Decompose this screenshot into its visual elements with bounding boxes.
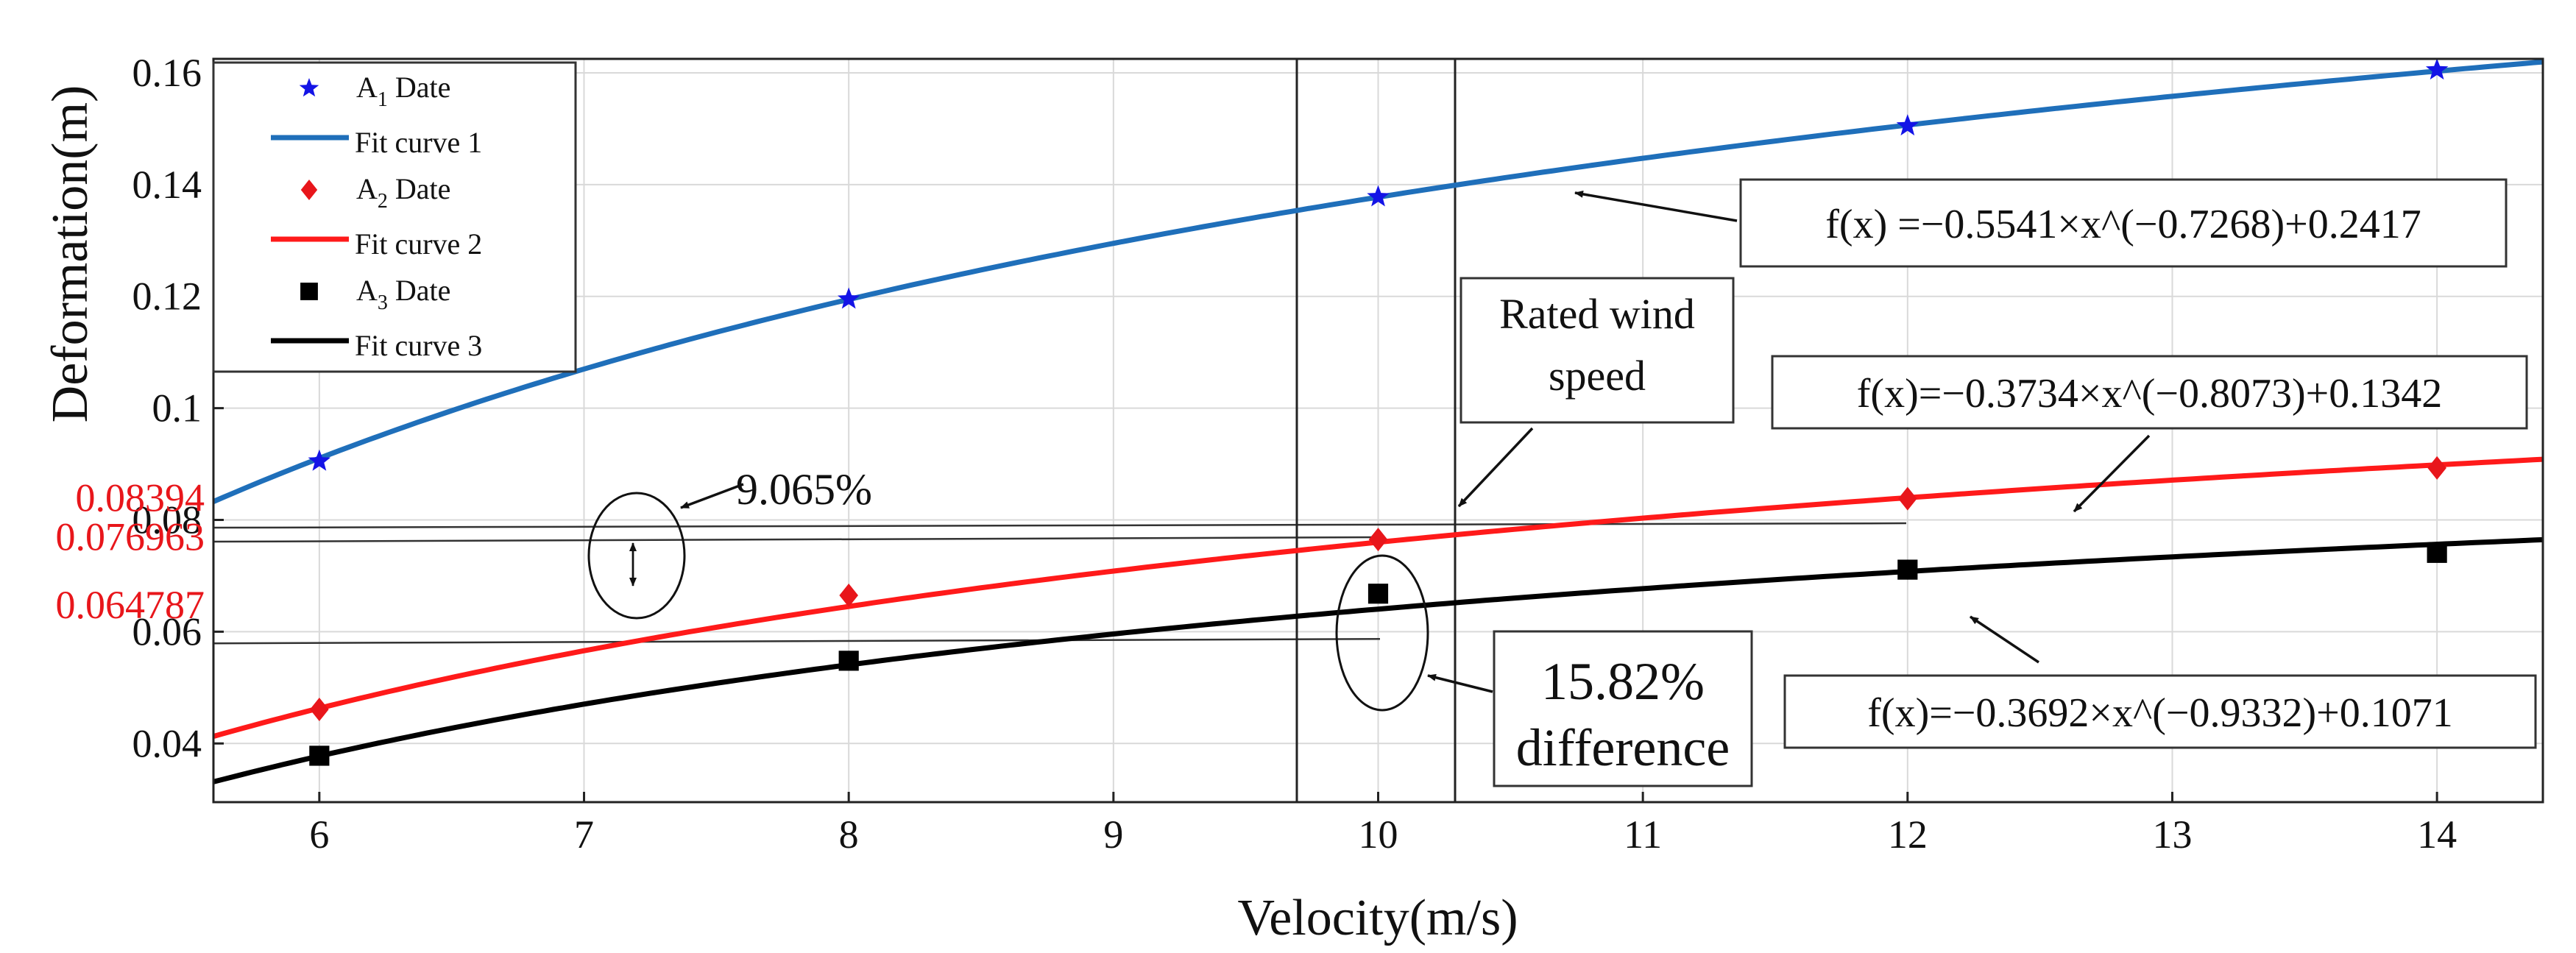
small-diff-label-arrow	[680, 483, 744, 509]
fit-equation: f(x)=−0.3692×x^(−0.9332)+0.1071	[1867, 690, 2452, 736]
data-point-star	[1367, 185, 1390, 207]
annotations: f(x) =−0.5541×x^(−0.7268)+0.2417 f(x)=−0.…	[587, 178, 2537, 787]
y-axis-label: Deformation(m)	[42, 85, 99, 423]
legend-label: Fit curve 3	[355, 329, 482, 362]
data-point-diamond	[310, 697, 329, 721]
x-tick-label: 6	[309, 812, 329, 857]
legend-label: Fit curve 2	[355, 227, 482, 261]
y-tick-label-highlight: 0.076963	[56, 515, 205, 559]
large-diff-label: 15.82%	[1541, 652, 1705, 711]
x-tick-label: 10	[1359, 812, 1398, 857]
y-tick-label: 0.06	[132, 609, 202, 653]
fit-equation: f(x)=−0.3734×x^(−0.8073)+0.1342	[1857, 371, 2442, 417]
markers-group	[308, 58, 2449, 766]
legend-label: A1 Date	[356, 71, 450, 111]
equation-box	[1739, 178, 2508, 268]
data-point-star	[1896, 114, 1919, 136]
annotation-arrow	[1574, 190, 1738, 222]
legend-label: A3 Date	[356, 274, 450, 314]
y-tick-label: 0.1	[152, 386, 202, 431]
x-tick-label: 8	[839, 812, 859, 857]
fit-curve-line	[213, 536, 2543, 784]
equation-box	[1783, 674, 2537, 749]
small-diff-ellipse	[587, 492, 686, 620]
data-point-diamond	[839, 584, 858, 608]
data-point-square	[300, 283, 318, 300]
y-tick-label: 0.16	[132, 51, 202, 95]
data-point-square	[838, 651, 859, 671]
large-diff-ellipse	[1335, 554, 1429, 712]
x-tick-label: 7	[574, 812, 594, 857]
legend: A1 Date Fit curve 1 A2 Date Fit curve 2 A3 D…	[212, 61, 577, 373]
rated-speed-label: Rated wind	[1499, 290, 1695, 338]
equation-box	[1771, 355, 2528, 430]
large-diff-arrow	[1427, 673, 1493, 693]
x-tick-label: 9	[1103, 812, 1123, 857]
guide-line	[213, 638, 1381, 645]
legend-label: A2 Date	[356, 172, 450, 213]
y-tick-labels: 0.04 0.06 0.08 0.1 0.12 0.14 0.16 0.064787 0.076…	[56, 51, 205, 765]
large-diff-label: difference	[1516, 718, 1730, 777]
data-point-diamond	[1368, 528, 1388, 552]
annotation-arrow	[1970, 615, 2039, 664]
legend-box	[212, 61, 577, 373]
x-tick-label: 12	[1888, 812, 1928, 857]
data-point-square	[309, 745, 330, 766]
y-tick-label: 0.12	[132, 274, 202, 319]
x-tick-label: 11	[1624, 812, 1662, 857]
data-point-star	[2425, 58, 2449, 80]
data-point-square	[2427, 542, 2447, 563]
data-point-star	[299, 78, 319, 97]
large-diff-box	[1493, 630, 1753, 787]
guide-line	[213, 536, 1381, 543]
plot-frame	[212, 57, 2544, 804]
x-axis-label: Velocity(m/s)	[1237, 890, 1518, 946]
legend-label: Fit curve 1	[355, 126, 482, 159]
data-point-square	[1367, 584, 1389, 604]
y-tick-label: 0.04	[132, 721, 202, 765]
x-tick-label: 14	[2417, 812, 2457, 857]
fit-equation: f(x) =−0.5541×x^(−0.7268)+0.2417	[1825, 202, 2421, 247]
rated-speed-label: speed	[1549, 352, 1646, 400]
x-tick-labels: 6 7 8 9 10 11 12 13 14	[309, 812, 2457, 857]
guide-line	[213, 522, 1907, 529]
data-point-diamond	[1898, 486, 1917, 511]
small-diff-label: 9.065%	[736, 465, 872, 514]
data-point-square	[1897, 559, 1918, 580]
data-point-diamond	[2427, 456, 2446, 480]
y-tick-label: 0.14	[132, 163, 202, 207]
rated-speed-arrow	[1457, 427, 1534, 508]
data-point-star	[308, 449, 331, 471]
x-tick-label: 13	[2152, 812, 2192, 857]
annotation-arrow	[2073, 434, 2151, 513]
data-point-star	[838, 287, 860, 309]
y-tick-label-highlight: 0.08394	[76, 476, 205, 520]
rated-speed-box	[1459, 277, 1735, 424]
y-tick-label-highlight: 0.064787	[56, 583, 205, 627]
y-tick-label: 0.08	[132, 498, 202, 542]
data-point-diamond	[300, 180, 318, 200]
